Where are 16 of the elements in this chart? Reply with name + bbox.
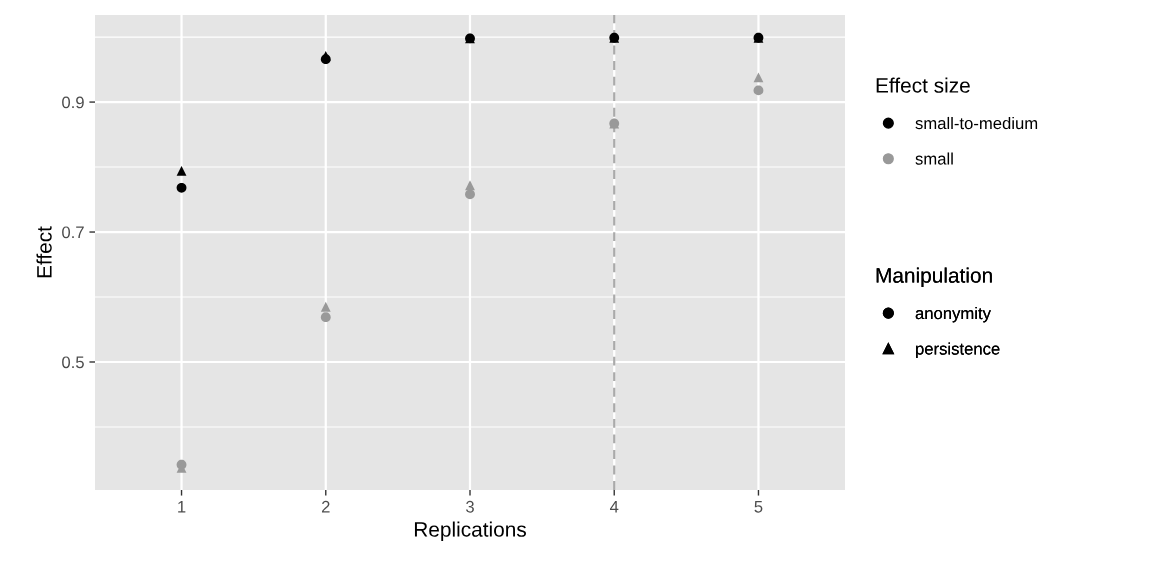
x-tick-label: 5: [754, 501, 763, 513]
legend-label: small-to-medium: [915, 116, 1038, 130]
y-tick-label: 0.5: [62, 356, 84, 369]
x-tick-label: 4: [609, 501, 619, 513]
legend-label: persistence: [916, 342, 1000, 358]
legend-label: small: [915, 152, 953, 165]
x-tick-label: 2: [321, 500, 330, 513]
x-tick-label: 1: [178, 501, 186, 513]
text: Effect size: [876, 77, 970, 93]
y-tick-label: 0.7: [62, 226, 84, 239]
x-tick-label: 3: [466, 500, 474, 513]
x-axis-title: Replications: [414, 521, 526, 541]
text: Manipulation: [876, 267, 992, 287]
y-tick-label: 0.9: [62, 96, 84, 109]
text: anonymity: [915, 306, 991, 323]
y-axis-title: Effect: [36, 226, 52, 278]
